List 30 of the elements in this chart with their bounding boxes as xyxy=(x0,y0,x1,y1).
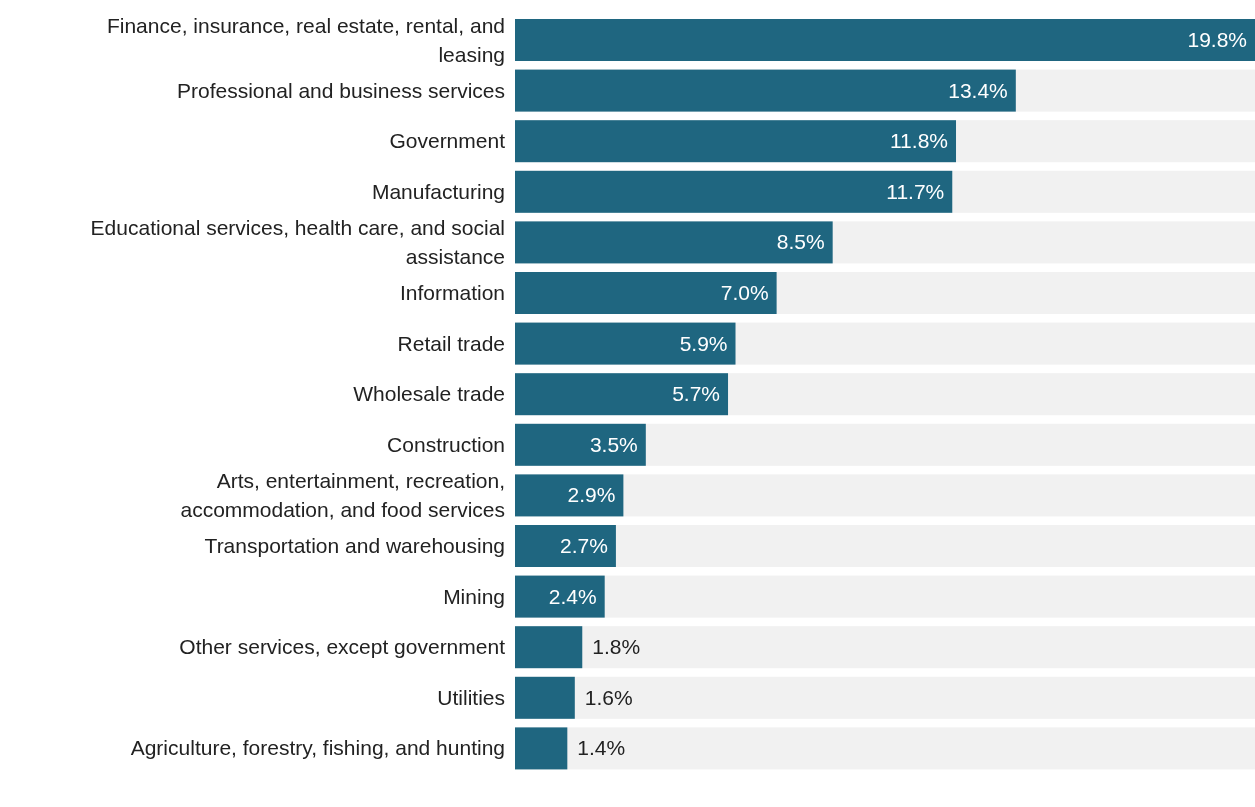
data-label: 8.5% xyxy=(776,230,825,254)
y-tick-label: Construction xyxy=(387,432,505,456)
data-label: 2.7% xyxy=(560,534,608,557)
y-tick-label: Information xyxy=(399,281,505,304)
data-label: 2.9% xyxy=(567,483,616,507)
y-tick-label: Arts, entertainment, recreation, accommodation, and food services xyxy=(180,468,505,521)
data-label: 7.0% xyxy=(720,281,769,304)
y-tick-label: Finance, insurance, real estate, rental, and leasing xyxy=(106,13,505,66)
y-tick-label: Utilities xyxy=(437,685,505,709)
data-label: 11.8% xyxy=(890,129,949,153)
data-label: 3.5% xyxy=(589,432,638,456)
data-label: 5.7% xyxy=(672,382,721,406)
y-tick-label: Government xyxy=(389,129,506,153)
data-label: 5.9% xyxy=(679,331,728,355)
y-tick-label: Manufacturing xyxy=(371,179,505,203)
y-tick-label: Wholesale trade xyxy=(353,382,505,406)
y-tick-label: Educational services, health care, and social assistance xyxy=(90,215,505,268)
data-label: 1.6% xyxy=(584,685,633,709)
y-tick-label: Mining xyxy=(443,584,505,608)
y-tick-label: Transportation and warehousing xyxy=(204,534,505,557)
y-tick-label: Other services, except government xyxy=(179,635,506,659)
data-label: 1.4% xyxy=(577,736,626,760)
data-label: 13.4% xyxy=(948,78,1008,102)
data-label: 11.7% xyxy=(886,179,945,203)
y-tick-label: Agriculture, forestry, fishing, and hunting xyxy=(130,736,505,760)
y-tick-label: Professional and business services xyxy=(176,78,505,102)
data-label: 2.4% xyxy=(548,584,597,608)
data-label: 1.8% xyxy=(592,635,641,659)
data-label: 19.8% xyxy=(1187,28,1247,51)
y-tick-label: Retail trade xyxy=(397,331,505,355)
